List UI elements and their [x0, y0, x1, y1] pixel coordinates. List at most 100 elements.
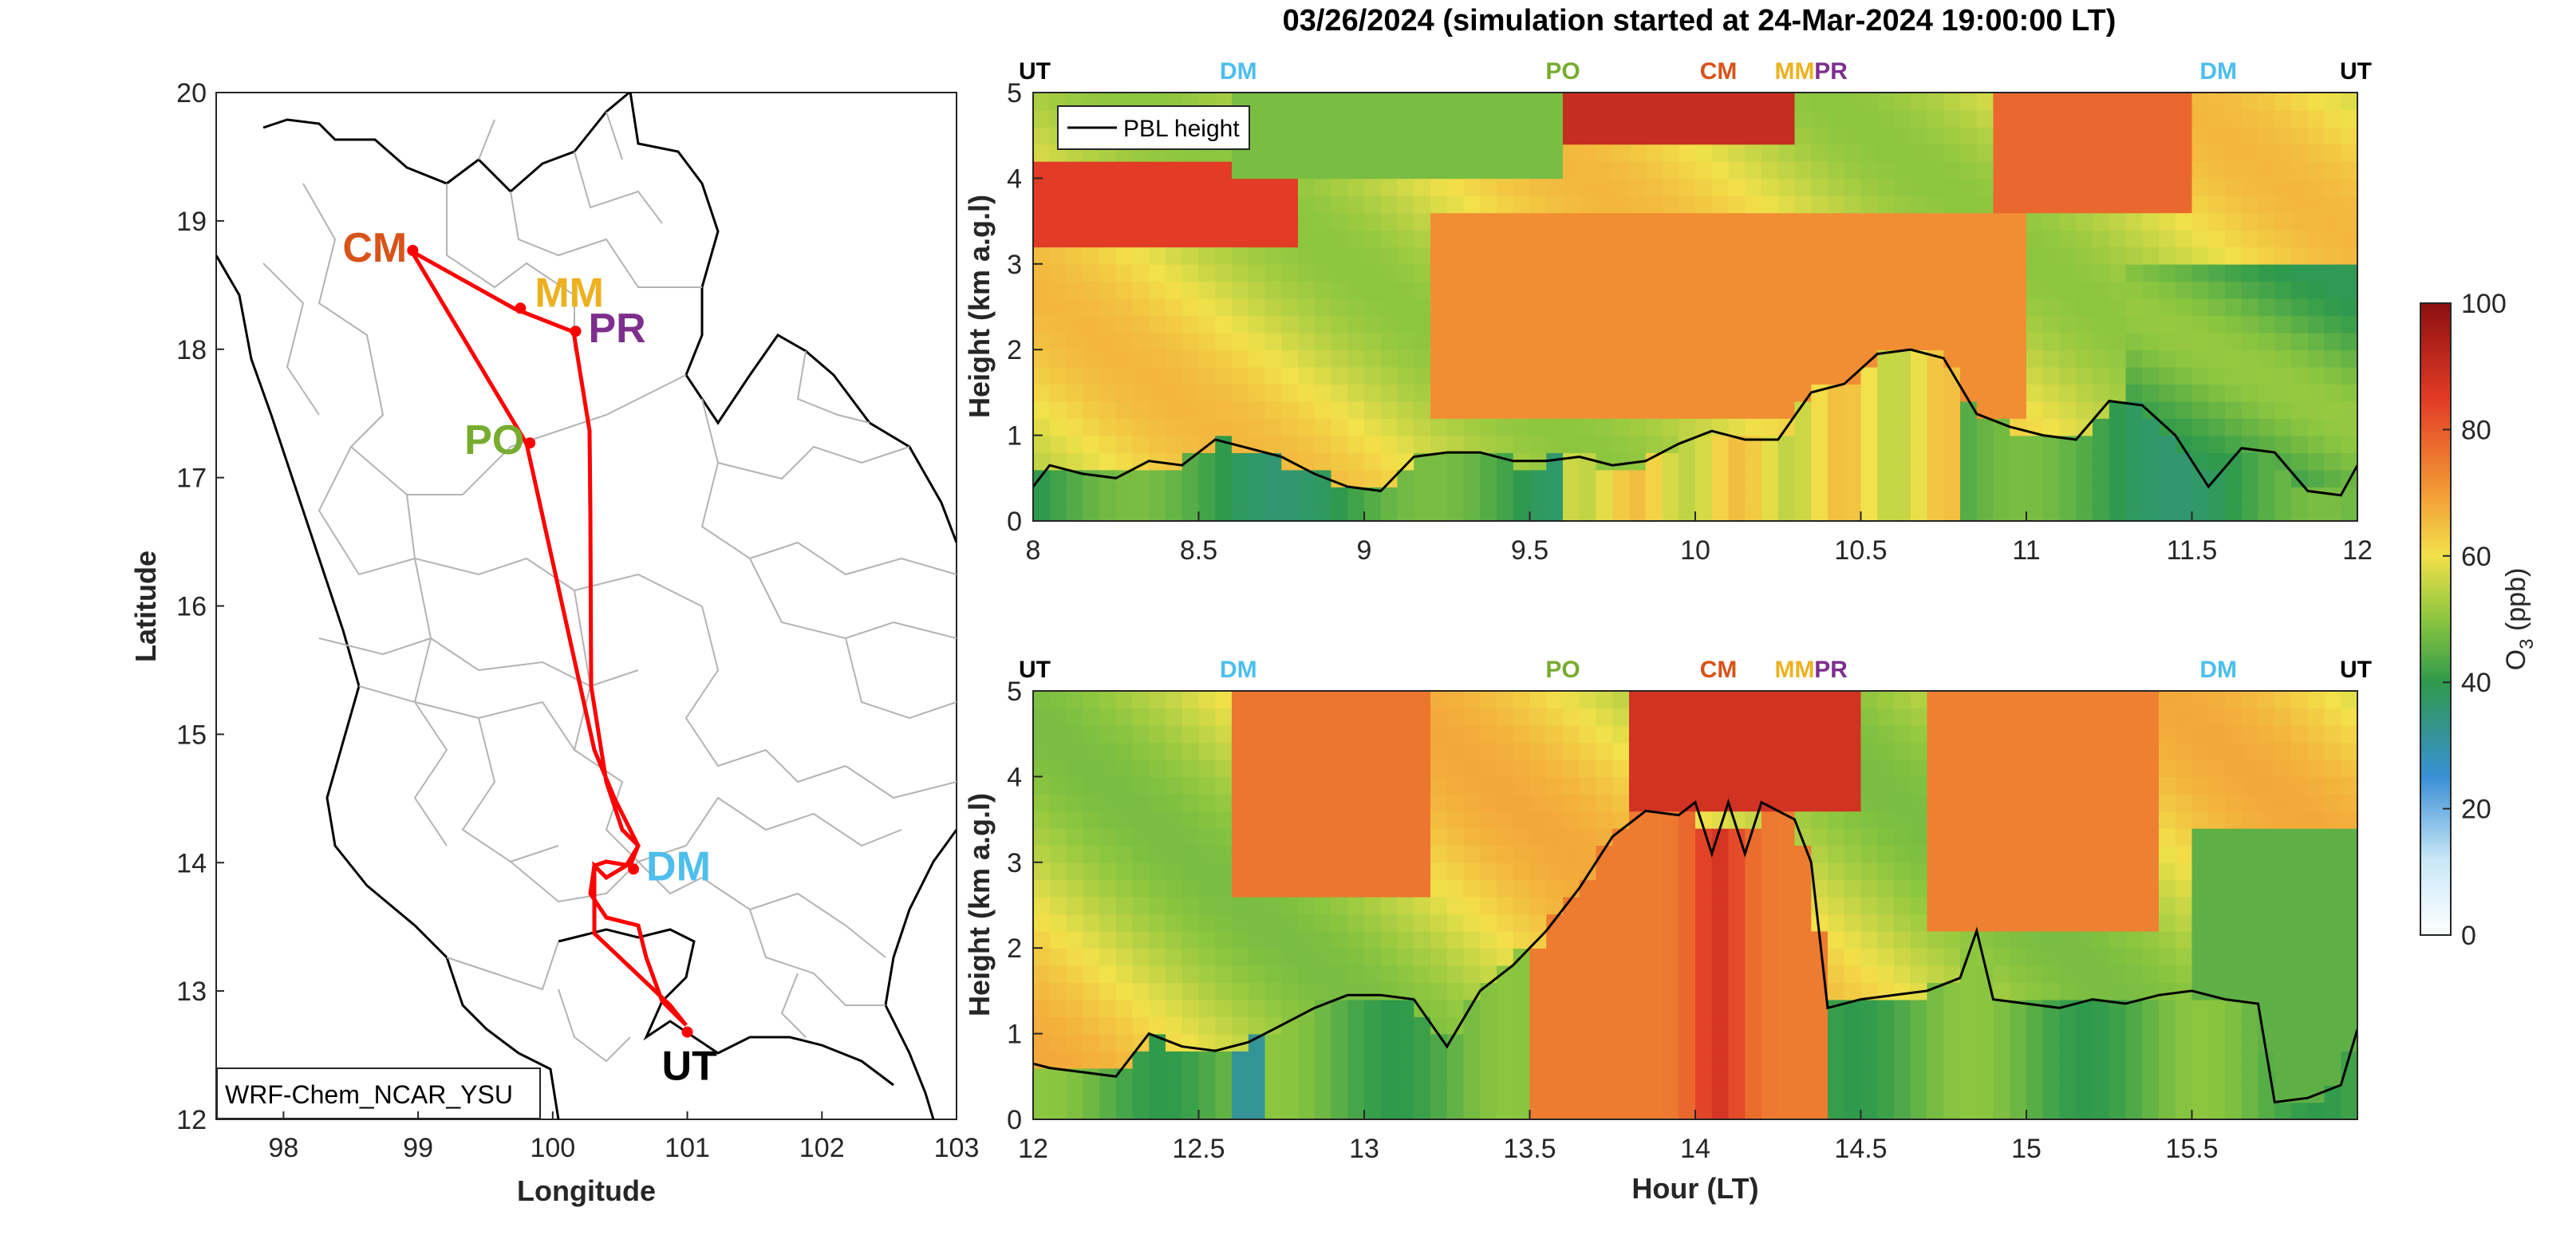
heatmap-cell [1115, 298, 1134, 317]
heatmap-cell [1497, 742, 1514, 760]
heatmap-cell [1281, 930, 1299, 949]
heatmap-cell [1232, 759, 1249, 778]
heatmap-cell [1083, 263, 1100, 282]
heatmap-cell [1380, 469, 1398, 487]
heatmap-cell [1115, 708, 1134, 726]
heatmap-cell [1894, 776, 1911, 795]
heatmap-cell [1132, 160, 1150, 180]
heatmap-cell [1860, 469, 1879, 487]
heatmap-cell [1181, 452, 1200, 471]
heatmap-cell [1761, 384, 1779, 402]
heatmap-cell [1264, 144, 1283, 162]
heatmap-cell [1579, 982, 1597, 1000]
heatmap-cell [1960, 263, 1978, 282]
heatmap-cell [1910, 298, 1928, 317]
heatmap-cell [1811, 281, 1828, 299]
heatmap-cell [1281, 914, 1299, 932]
heatmap-cell [2159, 725, 2176, 744]
heatmap-cell [1679, 827, 1696, 846]
heatmap-cell [1828, 759, 1845, 778]
heatmap-cell [2093, 1067, 2110, 1086]
heatmap-cell [1579, 1051, 1597, 1069]
heatmap-cell [2191, 725, 2210, 744]
heatmap-cell [1777, 452, 1796, 471]
heatmap-cell [1446, 503, 1465, 521]
heatmap-cell [1232, 384, 1249, 402]
heatmap-cell [1149, 332, 1166, 350]
heatmap-cell [2191, 332, 2210, 350]
heatmap-cell [2258, 212, 2276, 231]
heatmap-cell [1910, 109, 1928, 128]
heatmap-cell [1877, 160, 1895, 180]
heatmap-cell [2175, 742, 2193, 760]
heatmap-cell [2225, 982, 2243, 1000]
heatmap-cell [1414, 349, 1431, 368]
heatmap-cell [1662, 263, 1680, 282]
heatmap-cell [1894, 212, 1911, 231]
heatmap-cell [1298, 435, 1316, 453]
heatmap-cell [1695, 725, 1713, 744]
heatmap-cell [1380, 195, 1398, 214]
heatmap-cell [1529, 435, 1548, 453]
heatmap-cell [2341, 349, 2357, 368]
heatmap-cell [1596, 144, 1614, 162]
heatmap-cell [1033, 879, 1051, 898]
heatmap-cell [2076, 384, 2093, 402]
heatmap-cell [2208, 93, 2226, 111]
heatmap-cell [1828, 982, 1845, 1000]
heatmap-cell [1066, 212, 1084, 231]
heatmap-cell [1927, 469, 1945, 487]
heatmap-cell [1960, 127, 1978, 145]
heatmap-cell [1446, 178, 1465, 196]
heatmap-cell [2076, 725, 2093, 744]
heatmap-cell [1563, 879, 1580, 898]
heatmap-cell [1248, 384, 1266, 402]
heatmap-cell [1860, 965, 1879, 983]
heatmap-cell [1943, 503, 1961, 521]
heatmap-cell [1132, 827, 1150, 846]
heatmap-cell [1347, 503, 1365, 521]
heatmap-cell [1943, 229, 1961, 248]
heatmap-cell [1927, 195, 1945, 214]
heatmap-cell [1695, 776, 1713, 795]
heatmap-cell [1910, 1067, 1928, 1086]
heatmap-cell [1281, 160, 1299, 180]
heatmap-cell [1446, 487, 1465, 505]
heatmap-cell [1480, 332, 1497, 350]
heatmap-cell [1166, 366, 1183, 385]
heatmap-cell [1927, 759, 1945, 778]
heatmap-cell [1811, 469, 1828, 487]
heatmap-cell [1563, 384, 1580, 402]
heatmap-cell [1927, 452, 1945, 471]
heatmap-cell [1248, 1016, 1266, 1035]
heatmap-cell [1132, 366, 1150, 385]
heatmap-cell [1563, 195, 1580, 214]
heatmap-cell [1049, 332, 1067, 350]
heatmap-cell [2109, 759, 2127, 778]
heatmap-cell [2225, 691, 2243, 709]
heatmap-cell [1166, 948, 1183, 966]
heatmap-cell [2026, 896, 2044, 915]
heatmap-cell [1149, 948, 1166, 966]
heatmap-cell [1232, 469, 1249, 487]
heatmap-cell [2258, 1102, 2276, 1119]
heatmap-cell [1529, 332, 1548, 350]
heatmap-cell [1480, 708, 1497, 726]
heatmap-cell [1777, 503, 1796, 521]
heatmap-cell [2109, 418, 2127, 436]
heatmap-cell [1662, 862, 1680, 881]
heatmap-cell [1314, 332, 1332, 350]
heatmap-cell [1215, 1102, 1233, 1119]
heatmap-cell [1529, 1016, 1548, 1035]
heatmap-cell [1397, 930, 1415, 949]
heatmap-cell [2208, 930, 2226, 949]
heatmap-cell [1264, 1067, 1283, 1086]
heatmap-cell [1248, 793, 1266, 812]
heatmap-cell [2159, 109, 2176, 128]
heatmap-cell [1430, 418, 1448, 436]
heatmap-cell [2274, 315, 2292, 333]
heatmap-cell [1115, 965, 1134, 983]
heatmap-cell [1645, 862, 1663, 881]
heatmap-cell [2093, 982, 2110, 1000]
heatmap-cell [2191, 1033, 2210, 1052]
